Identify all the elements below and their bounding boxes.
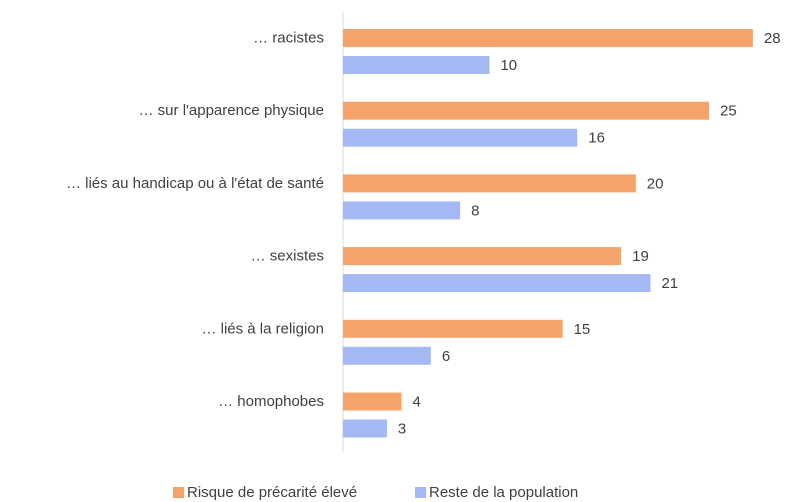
bar bbox=[343, 56, 490, 74]
y-tick-label: … liés à la religion bbox=[201, 320, 324, 337]
data-label: 8 bbox=[471, 202, 479, 219]
data-label: 4 bbox=[413, 393, 421, 410]
data-label: 6 bbox=[442, 348, 450, 365]
bar bbox=[343, 101, 709, 120]
y-tick-label: … sur l'apparence physique bbox=[139, 102, 324, 119]
y-tick-label: … sexistes bbox=[251, 248, 324, 265]
data-label: 28 bbox=[764, 30, 781, 47]
y-tick-label: … racistes bbox=[253, 29, 324, 46]
y-tick-label: … homophobes bbox=[218, 393, 324, 410]
y-tick-label: … liés au handicap ou à l'état de santé bbox=[66, 175, 324, 192]
data-label: 15 bbox=[574, 321, 591, 338]
data-label: 19 bbox=[632, 248, 649, 265]
bar bbox=[343, 419, 387, 438]
bar bbox=[343, 392, 402, 411]
legend-label: Reste de la population bbox=[429, 484, 578, 501]
bar bbox=[343, 319, 563, 338]
bar bbox=[343, 128, 578, 147]
bar bbox=[343, 174, 636, 193]
bar bbox=[343, 274, 651, 293]
data-label: 3 bbox=[398, 420, 406, 437]
bar bbox=[343, 247, 622, 266]
data-label: 16 bbox=[588, 130, 605, 147]
legend-swatch bbox=[173, 487, 184, 498]
data-label: 10 bbox=[500, 57, 517, 74]
bar bbox=[343, 201, 461, 220]
legend-swatch bbox=[415, 487, 426, 498]
data-label: 21 bbox=[661, 275, 678, 292]
data-label: 25 bbox=[720, 103, 737, 120]
data-label: 20 bbox=[647, 175, 664, 192]
legend-label: Risque de précarité élevé bbox=[187, 484, 357, 501]
bar bbox=[343, 29, 753, 47]
bar bbox=[343, 346, 431, 365]
